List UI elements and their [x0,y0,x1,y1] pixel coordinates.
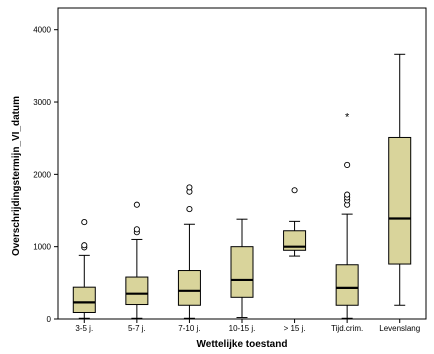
box-iqr [177,270,201,306]
y-tick-label: 0 [47,315,52,324]
outlier-point [186,184,193,191]
y-axis: 0 1000 2000 3000 4000 [33,26,58,324]
outlier-point [133,201,140,208]
x-tick-label: Tijd.crim. [331,324,363,333]
x-tick-label: > 15 j. [284,324,306,333]
box-iqr [283,230,307,251]
y-tick-label: 4000 [33,26,51,35]
x-tick-label: 7-10 j. [178,324,200,333]
x-axis-title: Wettelijke toestand [197,339,288,350]
outlier-point [344,161,351,168]
outlier-point [186,206,193,213]
box-iqr [125,276,149,306]
x-tick-label: 5-7 j. [128,324,146,333]
y-tick-label: 3000 [33,98,51,107]
y-axis-title: Overschrijdingstermijn_VI_datum [11,96,22,256]
y-tick-label: 1000 [33,243,51,252]
box-group [72,219,96,319]
x-tick-label: 10-15 j. [229,324,256,333]
box-iqr [388,136,412,265]
box-group [125,201,149,319]
outlier-point [291,187,298,194]
outlier-point [344,191,351,198]
box-group [177,184,201,319]
box-iqr [335,264,359,306]
outlier-point [133,226,140,233]
box-group [283,187,307,257]
x-axis: 3-5 j. 5-7 j. 7-10 j. 10-15 j. > 15 j. Tijd.c… [75,319,420,333]
box-group [230,218,254,319]
y-tick-label: 2000 [33,170,51,179]
box-group [388,53,412,306]
box-iqr [230,246,254,298]
x-tick-label: Levenslang [379,324,420,333]
x-tick-label: 3-5 j. [75,324,93,333]
extreme-point: * [345,111,350,123]
outlier-point [81,219,88,226]
outlier-point [81,242,88,249]
box-iqr [72,286,96,313]
box-series: * [72,53,412,319]
box-group: * [335,111,359,319]
